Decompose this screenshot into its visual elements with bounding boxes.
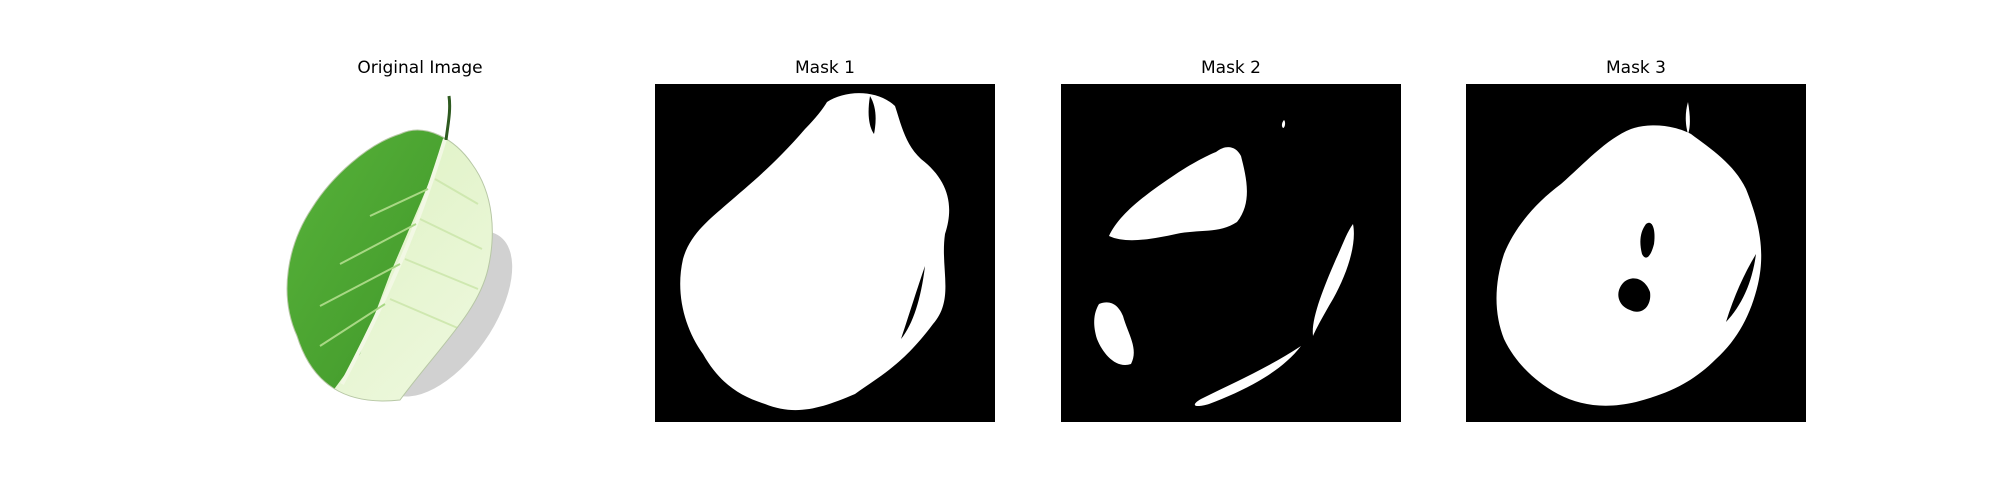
original-leaf-image (250, 84, 590, 422)
panel-title: Mask 3 (1605, 58, 1666, 78)
panel-title: Original Image (357, 58, 483, 78)
panel-title: Mask 2 (1200, 58, 1261, 78)
mask-3-panel: Mask 3 (1466, 0, 1806, 500)
mask-1-image (655, 84, 995, 422)
mask-3-image (1466, 84, 1806, 422)
original-image-panel: Original Image (250, 0, 590, 500)
panel-title: Mask 1 (794, 58, 855, 78)
mask-2-image (1061, 84, 1401, 422)
mask-2-panel: Mask 2 (1061, 0, 1401, 500)
mask-1-panel: Mask 1 (655, 0, 995, 500)
